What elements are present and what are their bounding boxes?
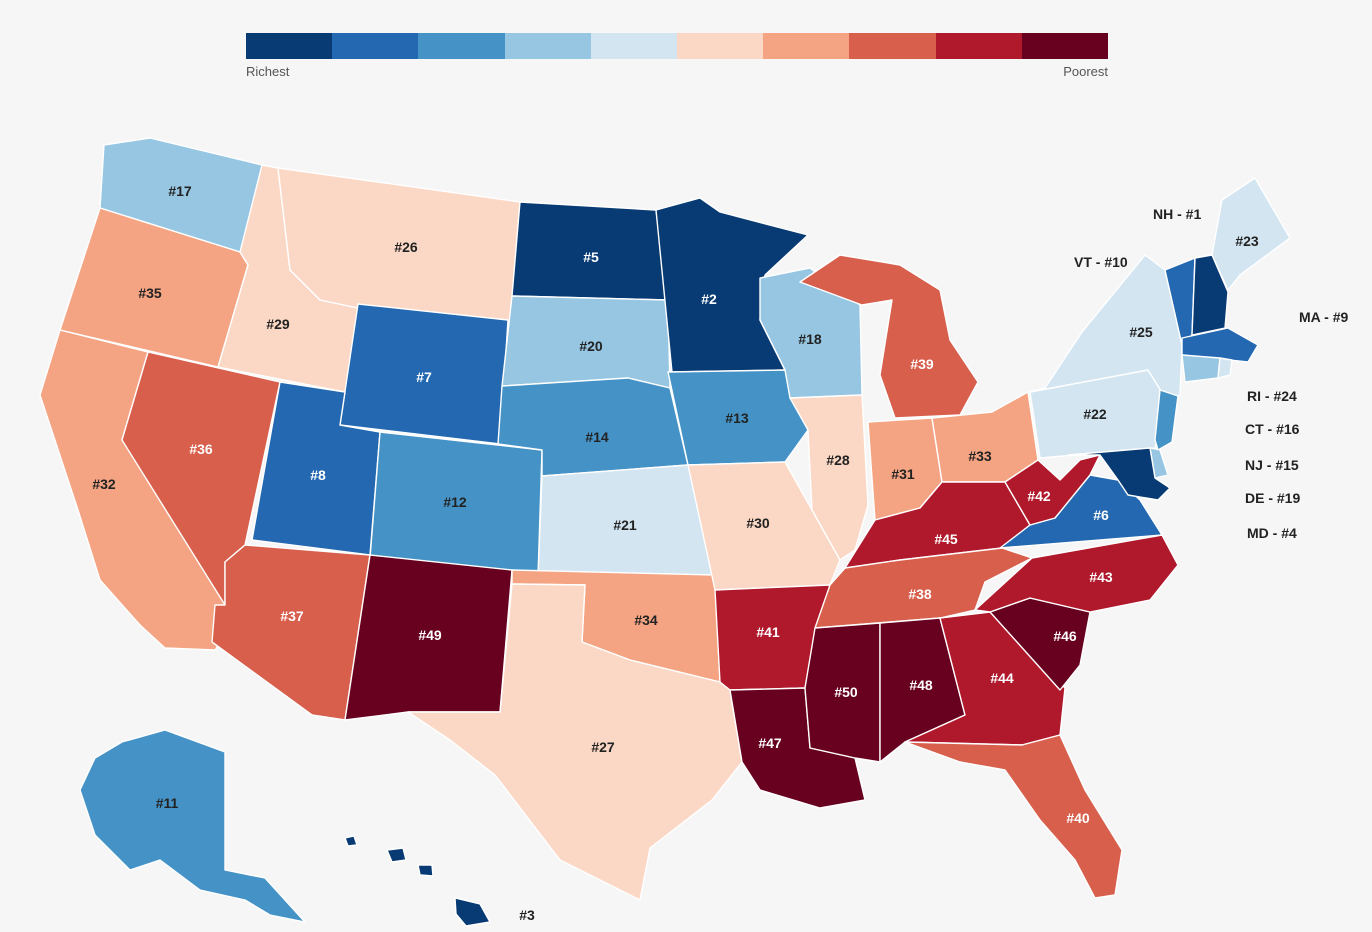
state-label-MI: #39 xyxy=(910,356,934,372)
state-label-HI: #3 xyxy=(519,907,535,923)
legend-low-label: Richest xyxy=(246,64,290,79)
legend-swatch-10 xyxy=(1021,33,1109,59)
state-label-NM: #49 xyxy=(418,627,442,643)
state-label-KS: #21 xyxy=(613,517,637,533)
legend-swatch-6 xyxy=(677,33,764,59)
state-label-LA: #47 xyxy=(758,735,782,751)
state-label-WV: #42 xyxy=(1027,488,1051,504)
state-label-ID: #29 xyxy=(266,316,290,332)
state-label-WY: #7 xyxy=(416,369,432,385)
legend-swatch-7 xyxy=(763,33,850,59)
state-label-MN: #2 xyxy=(701,291,717,307)
state-IA[interactable] xyxy=(667,369,809,466)
state-AZ[interactable] xyxy=(211,544,371,721)
side-label-NH: NH - #1 xyxy=(1153,206,1201,222)
side-label-NJ: NJ - #15 xyxy=(1245,457,1299,473)
state-label-WI: #18 xyxy=(798,331,822,347)
legend-swatch-5 xyxy=(590,33,678,59)
state-label-OK: #34 xyxy=(634,612,658,628)
legend-swatch-9 xyxy=(935,33,1022,59)
state-label-IL: #28 xyxy=(826,452,850,468)
legend-swatch-2 xyxy=(332,33,419,59)
side-label-CT: CT - #16 xyxy=(1245,421,1300,437)
side-label-RI: RI - #24 xyxy=(1247,388,1297,404)
state-label-CO: #12 xyxy=(443,494,467,510)
state-NJ[interactable] xyxy=(1154,389,1179,451)
legend-color-bar xyxy=(246,33,1109,59)
state-HI[interactable] xyxy=(344,835,491,927)
state-label-AR: #41 xyxy=(756,624,780,640)
state-label-NE: #14 xyxy=(585,429,609,445)
state-label-FL: #40 xyxy=(1066,810,1090,826)
state-label-UT: #8 xyxy=(310,467,326,483)
state-label-AL: #48 xyxy=(909,677,933,693)
state-label-SC: #46 xyxy=(1053,628,1077,644)
state-label-PA: #22 xyxy=(1083,406,1107,422)
state-label-ND: #5 xyxy=(583,249,599,265)
state-label-OR: #35 xyxy=(138,285,162,301)
labels-layer: #17 #35 #32 #29 #36 #26 #7 #8 #37 #12 #49 #5 #20 #14 #… xyxy=(92,183,1259,923)
side-label-MD: MD - #4 xyxy=(1247,525,1297,541)
state-ME[interactable] xyxy=(1211,177,1291,291)
state-FL[interactable] xyxy=(904,734,1123,899)
state-CT[interactable] xyxy=(1181,354,1221,383)
state-RI[interactable] xyxy=(1217,357,1233,379)
state-NY[interactable] xyxy=(1029,254,1183,403)
state-label-IA: #13 xyxy=(725,410,749,426)
state-IL[interactable] xyxy=(789,394,869,561)
states-layer xyxy=(39,137,1291,927)
state-label-WA: #17 xyxy=(168,183,192,199)
state-label-MT: #26 xyxy=(394,239,418,255)
legend: Richest Poorest xyxy=(246,33,1109,83)
state-MD[interactable] xyxy=(1067,447,1171,501)
state-label-TX: #27 xyxy=(591,739,615,755)
state-label-NY: #25 xyxy=(1129,324,1153,340)
legend-high-label: Poorest xyxy=(1063,64,1108,79)
state-NC[interactable] xyxy=(974,534,1179,613)
state-label-SD: #20 xyxy=(579,338,603,354)
state-MI[interactable] xyxy=(799,254,979,419)
legend-swatch-4 xyxy=(504,33,591,59)
state-label-NV: #36 xyxy=(189,441,213,457)
state-label-MO: #30 xyxy=(746,515,770,531)
state-label-KY: #45 xyxy=(934,531,958,547)
state-label-IN: #31 xyxy=(891,466,915,482)
state-NH[interactable] xyxy=(1191,254,1229,336)
state-label-TN: #38 xyxy=(908,586,932,602)
state-label-GA: #44 xyxy=(990,670,1014,686)
state-label-ME: #23 xyxy=(1235,233,1259,249)
state-label-AK: #11 xyxy=(156,795,179,811)
state-label-MS: #50 xyxy=(834,684,858,700)
state-label-AZ: #37 xyxy=(280,608,304,624)
side-label-MA: MA - #9 xyxy=(1299,309,1348,325)
state-label-NC: #43 xyxy=(1089,569,1113,585)
legend-swatch-8 xyxy=(849,33,936,59)
legend-swatch-1 xyxy=(246,33,333,59)
side-label-DE: DE - #19 xyxy=(1245,490,1300,506)
state-TX[interactable] xyxy=(407,583,743,901)
side-labels-layer: NH - #1 VT - #10 MA - #9 RI - #24 CT - #16 NJ… xyxy=(1074,206,1348,541)
side-label-VT: VT - #10 xyxy=(1074,254,1128,270)
state-AK[interactable] xyxy=(79,729,306,923)
state-MA[interactable] xyxy=(1181,327,1259,363)
state-label-OH: #33 xyxy=(968,448,992,464)
legend-swatch-3 xyxy=(418,33,505,59)
state-label-CA: #32 xyxy=(92,476,116,492)
state-label-VA: #6 xyxy=(1093,507,1109,523)
